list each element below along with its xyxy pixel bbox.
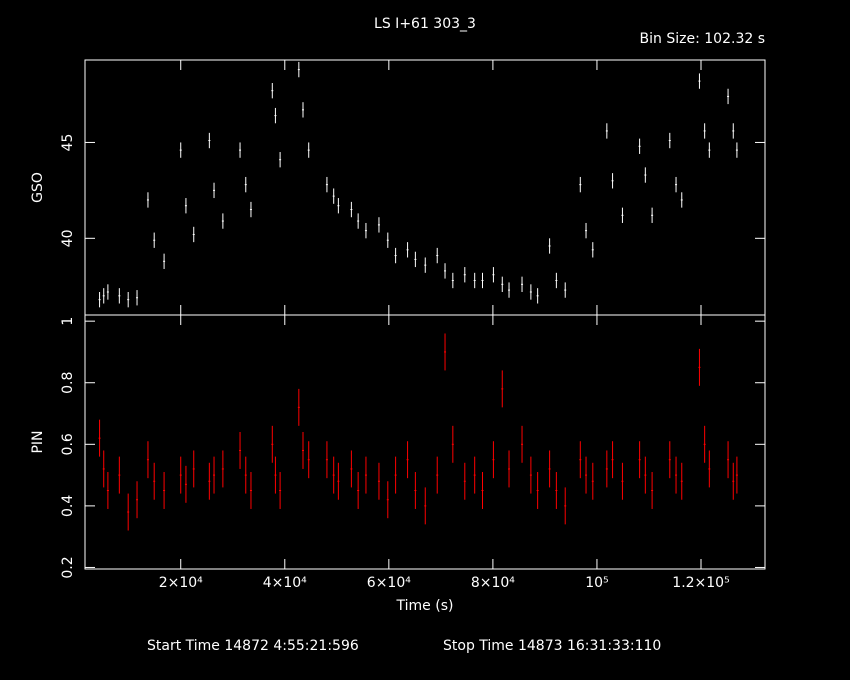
bottom-panel-frame	[84, 314, 766, 570]
x-axis-label: Time (s)	[396, 598, 454, 614]
y-axis-label: GSO	[30, 172, 46, 203]
x-tick-label: 2×10⁴	[159, 575, 203, 591]
stop-time: Stop Time 14873 16:31:33:110	[443, 638, 661, 654]
x-tick-label: 4×10⁴	[263, 575, 307, 591]
y-tick-label: 0.8	[60, 372, 76, 394]
y-axis-label: PIN	[30, 430, 46, 453]
x-tick-label: 1.2×10⁵	[672, 575, 729, 591]
y-tick-label: 45	[60, 134, 76, 152]
y-tick-label: 0.6	[60, 433, 76, 455]
x-tick-label: 10⁵	[585, 575, 608, 591]
chart-title: LS I+61 303_3	[374, 16, 476, 32]
y-tick-label: 1	[60, 317, 76, 326]
y-tick-label: 0.2	[60, 556, 76, 578]
start-time: Start Time 14872 4:55:21:596	[147, 638, 359, 654]
top-panel-frame	[84, 59, 766, 316]
x-tick-label: 6×10⁴	[367, 575, 411, 591]
y-tick-label: 0.4	[60, 495, 76, 517]
y-tick-label: 40	[60, 229, 76, 247]
bin-size: Bin Size: 102.32 s	[640, 31, 765, 47]
x-tick-label: 8×10⁴	[471, 575, 515, 591]
